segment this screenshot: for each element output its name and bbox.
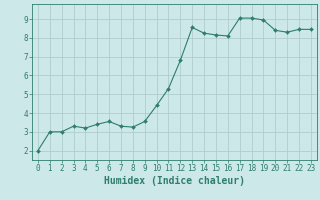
X-axis label: Humidex (Indice chaleur): Humidex (Indice chaleur) xyxy=(104,176,245,186)
